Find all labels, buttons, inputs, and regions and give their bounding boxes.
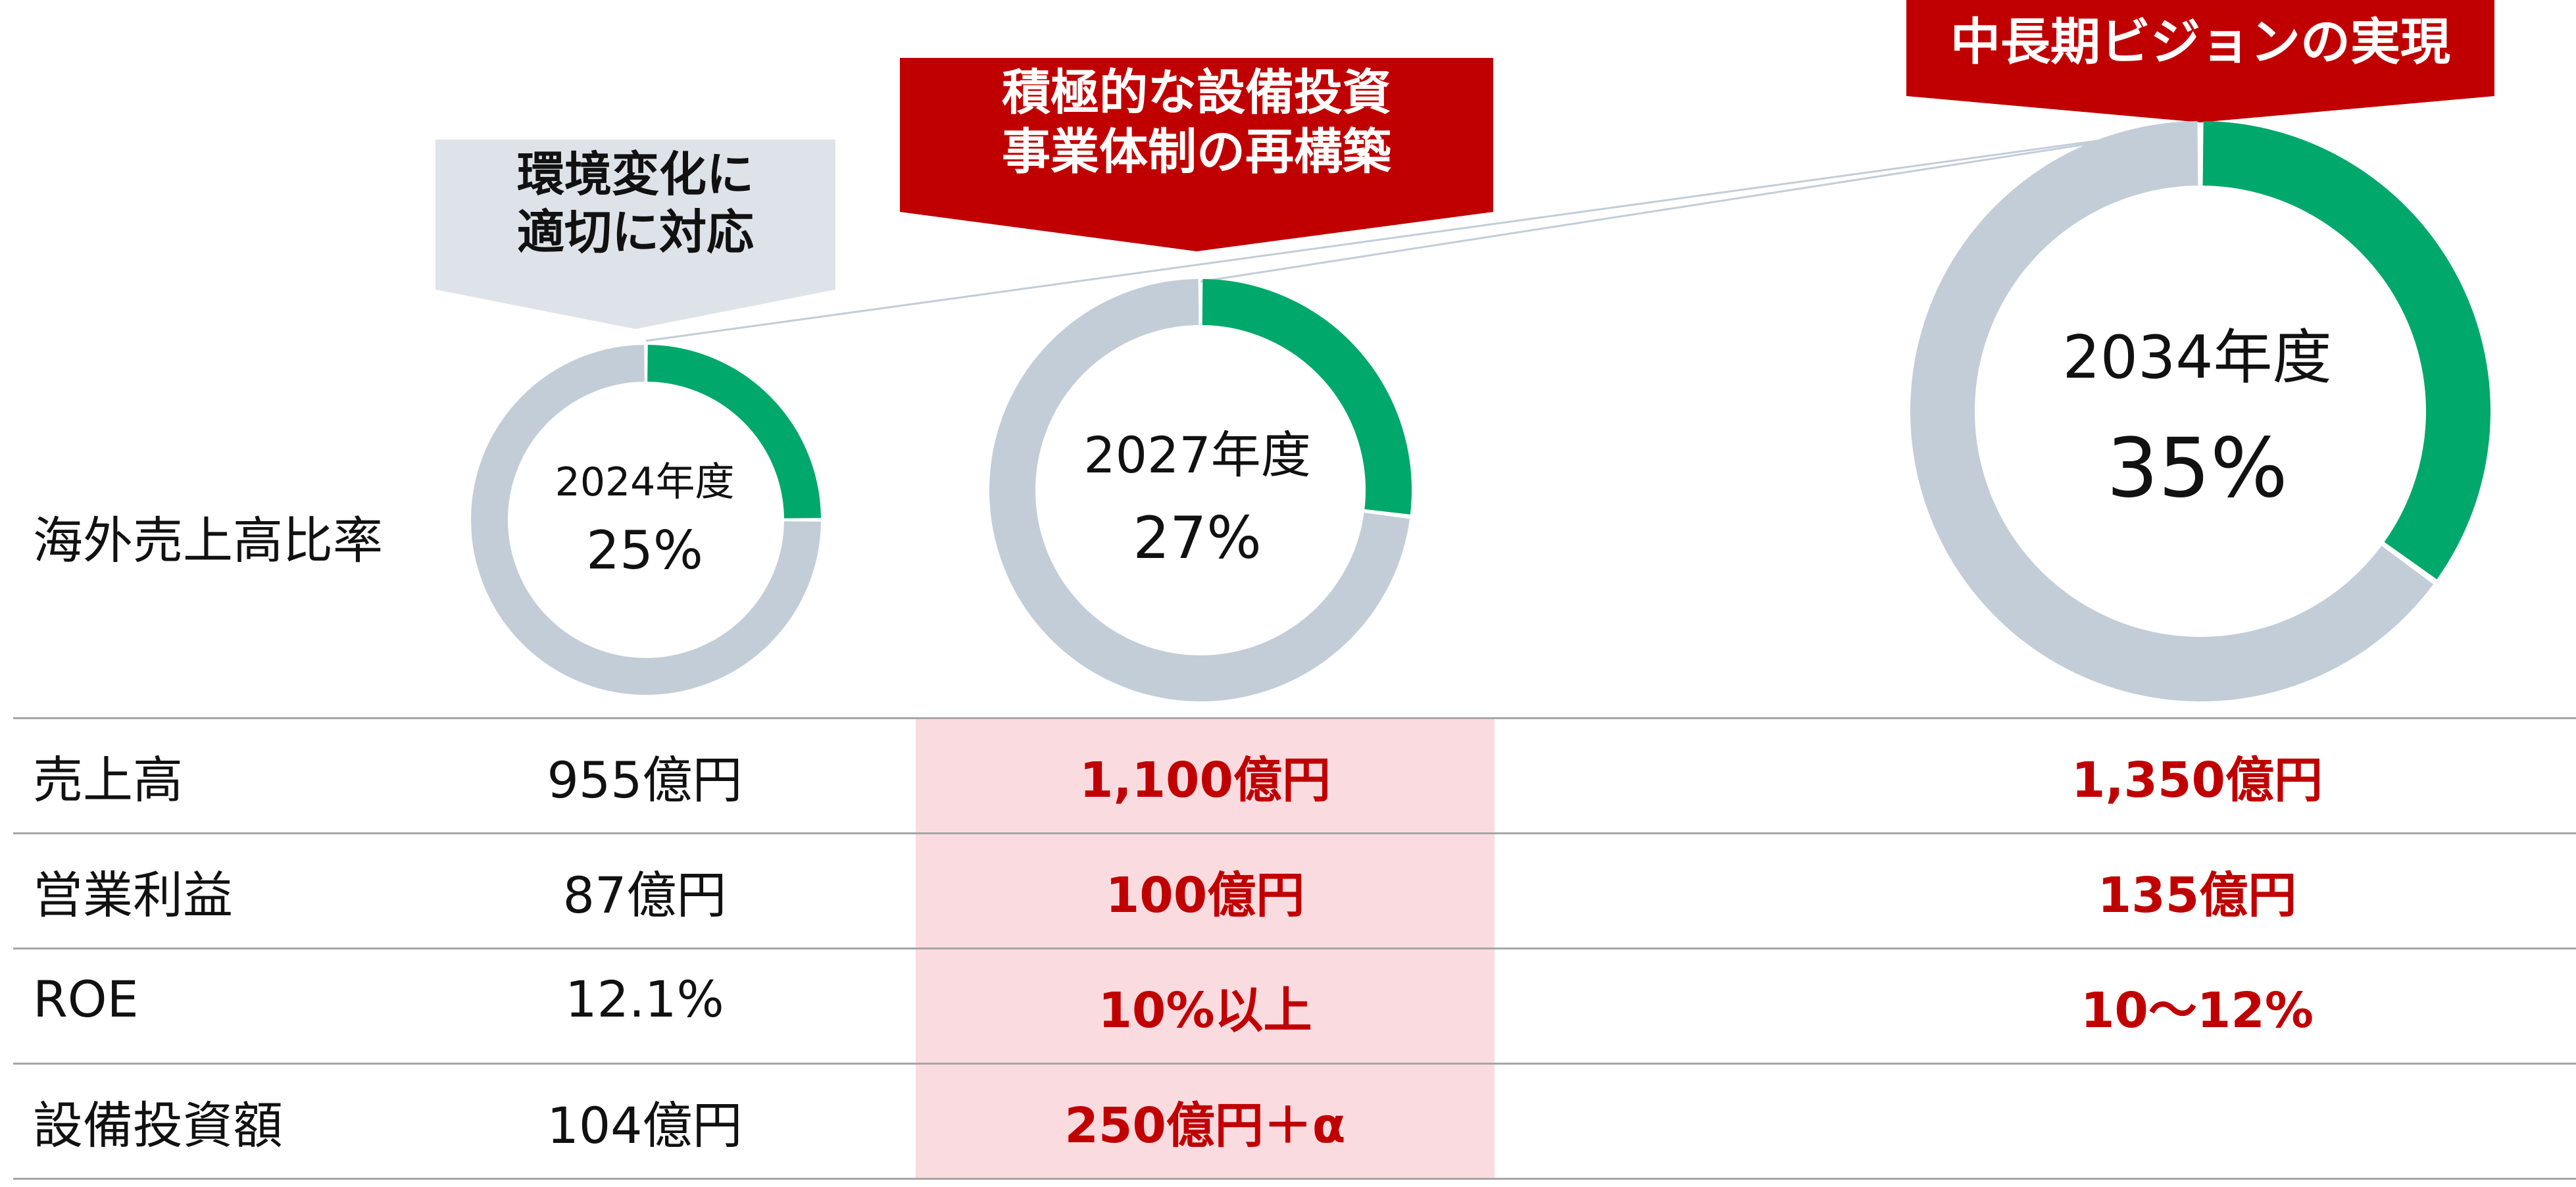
table-rule <box>13 947 2576 949</box>
cell-op-2024: 87億円 <box>562 866 727 924</box>
phase-1-line-2: 適切に対応 <box>516 204 754 260</box>
donut-3-overseas-slice <box>2202 121 2490 580</box>
row-label-sales: 売上高 <box>33 751 183 809</box>
donut-1-year: 2024年度 <box>555 459 735 505</box>
row-label-capex: 設備投資額 <box>33 1096 283 1155</box>
donut-1-remainder-slice <box>471 345 821 695</box>
donut-1-overseas-slice <box>647 345 821 519</box>
table-rule <box>13 832 2576 834</box>
phase-1-text: 環境変化に 適切に対応 <box>435 146 835 262</box>
donut-2-remainder-slice <box>989 279 1410 701</box>
phase-1-banner <box>435 139 835 329</box>
table-rule <box>13 1178 2576 1180</box>
cell-capex-2027: 250億円＋α <box>1064 1098 1346 1154</box>
donut-2-year: 2027年度 <box>1083 426 1311 484</box>
phase-3-banner <box>1906 0 2494 122</box>
connector-line <box>1200 126 2198 283</box>
table-rule <box>13 1063 2576 1065</box>
cell-sales-2034: 1,350億円 <box>2071 752 2323 809</box>
donut-3-remainder-slice <box>1910 121 2433 701</box>
cell-roe-2034: 10～12% <box>2080 982 2314 1039</box>
phase-1-line-1: 環境変化に <box>516 147 754 202</box>
cell-op-2027: 100億円 <box>1105 867 1305 924</box>
overseas-ratio-label: 海外売上高比率 <box>33 511 383 570</box>
phase-3-line-1: 中長期ビジョンの実現 <box>1950 13 2450 71</box>
phase-2-text: 積極的な設備投資 事業体制の再構築 <box>900 63 1493 182</box>
phase-2-line-2: 事業体制の再構築 <box>1002 124 1391 181</box>
phase-2-banner <box>900 58 1493 251</box>
phase-2-line-1: 積極的な設備投資 <box>1002 64 1391 121</box>
cell-sales-2024: 955億円 <box>547 751 743 809</box>
row-label-operating-profit: 営業利益 <box>33 866 233 924</box>
table-rule <box>13 717 2576 719</box>
cell-roe-2027: 10%以上 <box>1098 982 1312 1039</box>
connector-line <box>645 126 2198 342</box>
row-label-roe: ROE <box>33 970 139 1028</box>
donut-3-percent: 35% <box>2106 421 2288 516</box>
donut-1-percent: 25% <box>586 520 703 581</box>
cell-sales-2027: 1,100億円 <box>1079 752 1331 809</box>
cell-roe-2024: 12.1% <box>565 970 724 1028</box>
donut-2-percent: 27% <box>1133 504 1262 572</box>
cell-op-2034: 135億円 <box>2097 867 2297 924</box>
donut-2-overseas-slice <box>1202 279 1412 515</box>
cell-capex-2024: 104億円 <box>547 1096 743 1155</box>
phase-3-text: 中長期ビジョンの実現 <box>1906 12 2494 73</box>
donut-3-year: 2034年度 <box>2062 323 2332 392</box>
